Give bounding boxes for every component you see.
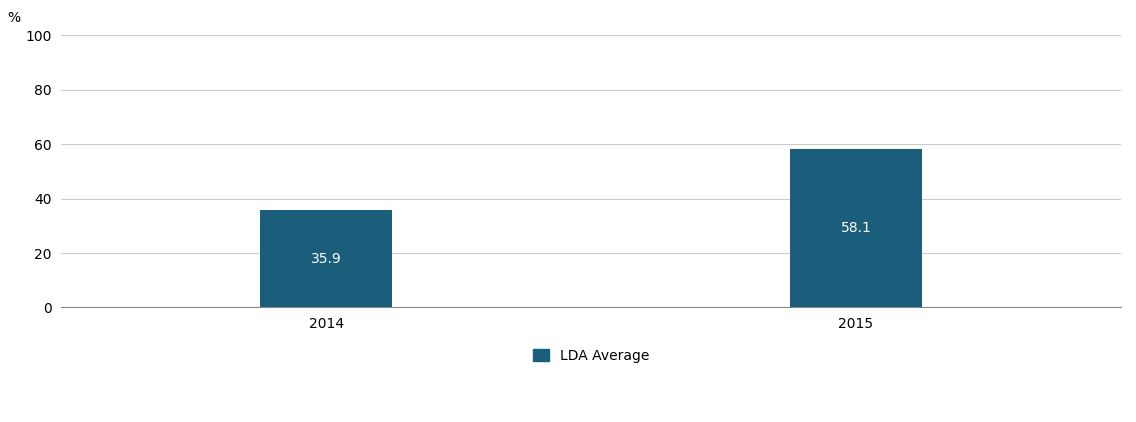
Y-axis label: %: %	[7, 11, 20, 24]
Text: 35.9: 35.9	[311, 252, 342, 265]
Bar	[260, 210, 392, 307]
Bar	[790, 149, 922, 307]
Legend: LDA Average: LDA Average	[527, 344, 655, 368]
Text: 58.1: 58.1	[841, 222, 871, 235]
